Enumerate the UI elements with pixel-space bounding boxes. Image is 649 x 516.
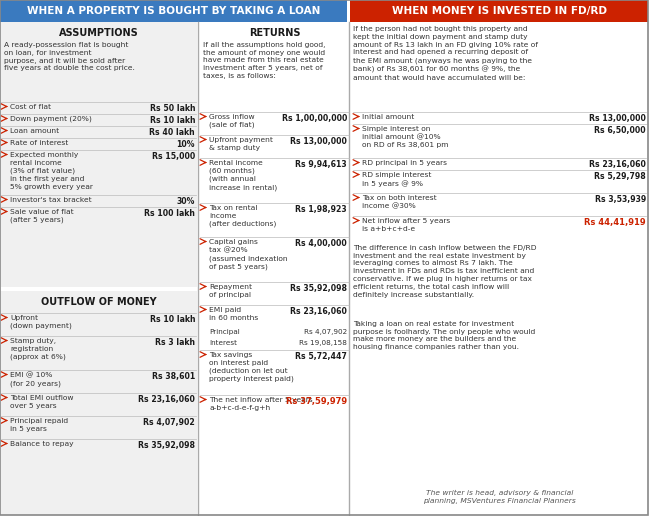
Text: Total EMI outflow
over 5 years: Total EMI outflow over 5 years (10, 395, 73, 409)
Text: OUTFLOW OF MONEY: OUTFLOW OF MONEY (41, 297, 157, 307)
Text: Down payment (20%): Down payment (20%) (10, 116, 92, 122)
Text: Stamp duty,
registration
(approx at 6%): Stamp duty, registration (approx at 6%) (10, 338, 66, 360)
Text: Rs 5,29,798: Rs 5,29,798 (594, 172, 646, 181)
Text: Expected monthly
rental income
(3% of flat value)
in the first year and
5% growt: Expected monthly rental income (3% of fl… (10, 152, 93, 189)
Text: Rate of interest: Rate of interest (10, 140, 68, 146)
Text: Rs 40 lakh: Rs 40 lakh (149, 128, 195, 137)
Text: Rs 4,07,902: Rs 4,07,902 (304, 329, 347, 335)
Text: Rs 35,92,098: Rs 35,92,098 (138, 441, 195, 450)
Text: Rs 3 lakh: Rs 3 lakh (155, 338, 195, 347)
Text: ASSUMPTIONS: ASSUMPTIONS (59, 28, 139, 38)
Text: Upfront
(down payment): Upfront (down payment) (10, 315, 72, 329)
Text: Repayment
of principal: Repayment of principal (209, 284, 252, 298)
Text: Rs 10 lakh: Rs 10 lakh (149, 116, 195, 125)
Text: EMI paid
in 60 months: EMI paid in 60 months (209, 307, 258, 321)
Text: The difference in cash inflow between the FD/RD
investment and the real estate i: The difference in cash inflow between th… (353, 245, 537, 298)
Text: Rs 4,00,000: Rs 4,00,000 (295, 239, 347, 248)
Text: WHEN A PROPERTY IS BOUGHT BY TAKING A LOAN: WHEN A PROPERTY IS BOUGHT BY TAKING A LO… (27, 6, 321, 16)
Text: RD principal in 5 years: RD principal in 5 years (362, 160, 447, 166)
Text: EMI @ 10%
(for 20 years): EMI @ 10% (for 20 years) (10, 372, 61, 386)
Text: Rs 13,00,000: Rs 13,00,000 (589, 114, 646, 123)
Text: Upfront payment
& stamp duty: Upfront payment & stamp duty (209, 137, 273, 151)
Text: Rs 15,000: Rs 15,000 (152, 152, 195, 161)
Text: Loan amount: Loan amount (10, 128, 59, 134)
Text: Rs 1,98,923: Rs 1,98,923 (295, 205, 347, 214)
Text: 10%: 10% (177, 140, 195, 149)
Text: Simple interest on
initial amount @10%
on RD of Rs 38,601 pm: Simple interest on initial amount @10% o… (362, 126, 448, 148)
Text: Rs 9,94,613: Rs 9,94,613 (295, 160, 347, 169)
Text: Rs 6,50,000: Rs 6,50,000 (594, 126, 646, 135)
Text: Rs 23,16,060: Rs 23,16,060 (589, 160, 646, 169)
Text: WHEN MONEY IS INVESTED IN FD/RD: WHEN MONEY IS INVESTED IN FD/RD (392, 6, 607, 16)
Text: Rs 1,00,00,000: Rs 1,00,00,000 (282, 114, 347, 123)
Text: Sale value of flat
(after 5 years): Sale value of flat (after 5 years) (10, 209, 73, 223)
Text: Rs 23,16,060: Rs 23,16,060 (290, 307, 347, 316)
Text: Initial amount: Initial amount (362, 114, 414, 120)
Text: If the person had not bought this property and
kept the initial down payment and: If the person had not bought this proper… (353, 26, 538, 80)
Text: 30%: 30% (177, 197, 195, 206)
Bar (1, 22, 197, 287)
Text: A ready-possession flat is bought
on loan, for investment
purpose, and it will b: A ready-possession flat is bought on loa… (4, 42, 135, 71)
Text: Rs 4,07,902: Rs 4,07,902 (143, 418, 195, 427)
Text: Net inflow after 5 years
is a+b+c+d-e: Net inflow after 5 years is a+b+c+d-e (362, 218, 450, 232)
Text: Rs 3,53,939: Rs 3,53,939 (594, 195, 646, 204)
Text: Rs 23,16,060: Rs 23,16,060 (138, 395, 195, 404)
Text: Principal: Principal (209, 329, 239, 335)
Text: Gross inflow
(sale of flat): Gross inflow (sale of flat) (209, 114, 254, 128)
Text: The net inflow after 5 years
a-b+c-d-e-f-g+h: The net inflow after 5 years a-b+c-d-e-f… (209, 397, 313, 411)
Text: Rs 19,08,158: Rs 19,08,158 (299, 340, 347, 346)
Text: Tax on both interest
income @30%: Tax on both interest income @30% (362, 195, 437, 209)
Text: Rs 100 lakh: Rs 100 lakh (144, 209, 195, 218)
Text: Investor's tax bracket: Investor's tax bracket (10, 197, 92, 203)
Text: Rs 44,41,919: Rs 44,41,919 (584, 218, 646, 227)
Text: Rs 13,00,000: Rs 13,00,000 (290, 137, 347, 146)
Text: Rs 10 lakh: Rs 10 lakh (149, 315, 195, 324)
Bar (1, 291, 197, 515)
Text: If all the assumptions hold good,
the amount of money one would
have made from t: If all the assumptions hold good, the am… (203, 42, 326, 79)
Text: Tax on rental
income
(after deductions): Tax on rental income (after deductions) (209, 205, 276, 227)
Text: Principal repaid
in 5 years: Principal repaid in 5 years (10, 418, 68, 432)
Text: Capital gains
tax @20%
(assumed indexation
of past 5 years): Capital gains tax @20% (assumed indexati… (209, 239, 288, 270)
Text: RD simple interest
in 5 years @ 9%: RD simple interest in 5 years @ 9% (362, 172, 432, 187)
Text: Taking a loan on real estate for investment
purpose is foolhardy. The only peopl: Taking a loan on real estate for investm… (353, 321, 535, 350)
Text: Cost of flat: Cost of flat (10, 104, 51, 110)
Text: The writer is head, advisory & financial
planning, MSVentures Financial Planners: The writer is head, advisory & financial… (423, 490, 576, 504)
Text: Balance to repay: Balance to repay (10, 441, 73, 447)
Text: RETURNS: RETURNS (249, 28, 300, 38)
Text: Rs 37,59,979: Rs 37,59,979 (286, 397, 347, 406)
Text: Rs 50 lakh: Rs 50 lakh (149, 104, 195, 113)
Text: Rental income
(60 months)
(with annual
increase in rental): Rental income (60 months) (with annual i… (209, 160, 277, 191)
Text: Rs 35,92,098: Rs 35,92,098 (290, 284, 347, 293)
Text: Tax savings
on interest paid
(deduction on let out
property interest paid): Tax savings on interest paid (deduction … (209, 352, 294, 382)
Bar (0, 0, 347, 22)
Text: Interest: Interest (209, 340, 237, 346)
Text: Rs 5,72,447: Rs 5,72,447 (295, 352, 347, 361)
Text: Rs 38,601: Rs 38,601 (152, 372, 195, 381)
Bar (350, 0, 648, 22)
